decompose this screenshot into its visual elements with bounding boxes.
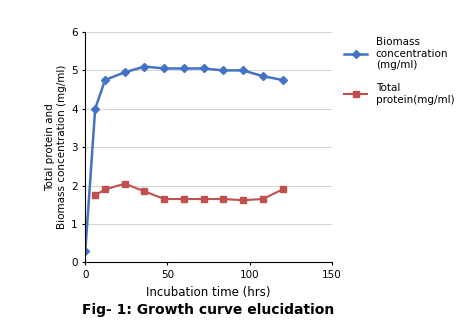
- X-axis label: Incubation time (hrs): Incubation time (hrs): [146, 285, 271, 299]
- Y-axis label: Total protein and
Biomass concentration (mg/ml): Total protein and Biomass concentration …: [46, 65, 67, 229]
- Legend: Biomass
concentration
(mg/ml), Total
protein(mg/ml): Biomass concentration (mg/ml), Total pro…: [345, 37, 454, 105]
- Text: Fig- 1: Growth curve elucidation: Fig- 1: Growth curve elucidation: [82, 303, 335, 317]
